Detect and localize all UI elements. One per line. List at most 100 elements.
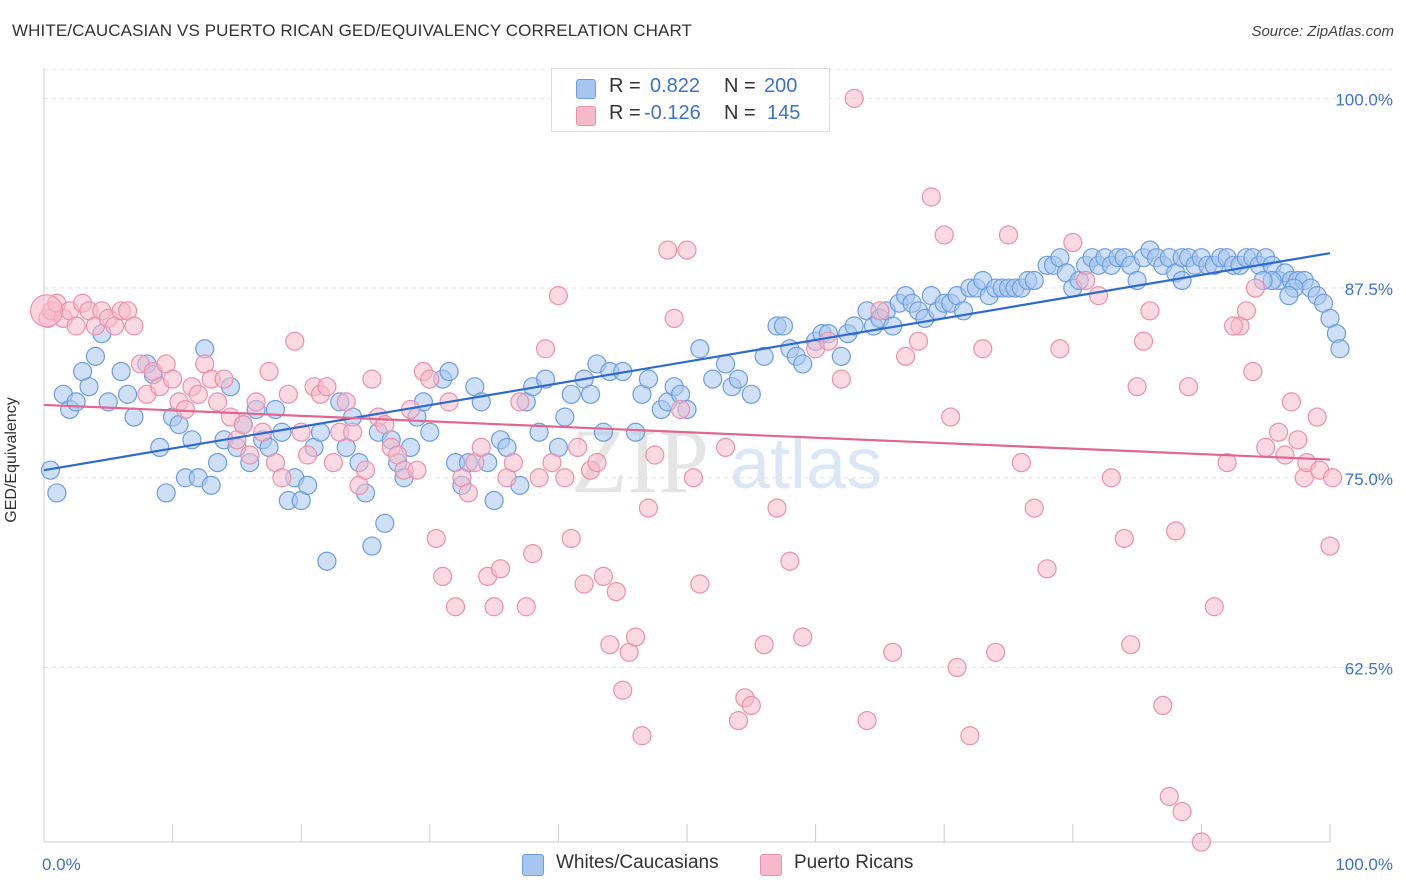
data-point	[1140, 301, 1160, 321]
legend-n-label: N =	[724, 75, 756, 97]
data-point	[285, 331, 305, 351]
data-point	[85, 346, 106, 366]
y-tick-label: 100.0%	[1335, 90, 1393, 109]
y-tick-label: 75.0%	[1345, 470, 1393, 489]
data-point	[1172, 802, 1192, 822]
data-point	[278, 384, 298, 404]
data-point	[548, 286, 569, 306]
trend-lines	[43, 252, 1331, 472]
legend-bottom-label-puerto-ricans: Puerto Ricans	[794, 852, 914, 873]
tick-labels: 100.0% 87.5% 75.0% 62.5% 0.0% 100.0%	[42, 90, 1393, 874]
data-point	[1307, 407, 1327, 427]
legend-stats: R = 0.822 N = 200 R = -0.126 N = 145	[551, 68, 830, 132]
data-point	[921, 187, 941, 207]
data-point	[529, 468, 549, 488]
data-point	[703, 369, 723, 389]
legend-r-label: R =	[609, 102, 641, 124]
data-point	[240, 445, 260, 465]
data-point	[188, 384, 208, 404]
data-point	[580, 384, 601, 404]
data-point	[1159, 786, 1179, 807]
data-point	[857, 710, 877, 731]
legend-r-label: R =	[609, 75, 641, 97]
data-point	[561, 528, 581, 549]
data-point	[1037, 559, 1057, 579]
data-point	[503, 452, 523, 473]
data-point	[246, 392, 266, 412]
data-point	[439, 361, 459, 382]
data-point	[1322, 468, 1343, 488]
data-point	[844, 88, 864, 108]
legend-bottom-label-whites: Whites/Caucasians	[556, 852, 719, 873]
data-point	[375, 513, 395, 533]
source-label: Source: ZipAtlas.com	[1251, 23, 1394, 40]
legend-swatch-whites	[576, 79, 596, 99]
data-point	[793, 354, 813, 374]
data-point	[317, 377, 337, 397]
data-point	[336, 392, 356, 412]
data-point	[986, 642, 1006, 662]
data-point	[960, 726, 980, 746]
data-point	[523, 544, 543, 564]
data-point	[1024, 498, 1044, 518]
data-point	[741, 695, 761, 716]
data-point	[535, 369, 556, 389]
data-point	[715, 437, 736, 458]
data-point	[433, 566, 453, 587]
data-point	[1236, 301, 1257, 321]
data-point	[175, 399, 196, 420]
axes	[43, 68, 1331, 843]
data-point	[1275, 445, 1295, 465]
data-point	[1121, 635, 1141, 655]
data-point	[934, 225, 954, 245]
data-point	[1288, 430, 1308, 450]
data-point	[908, 331, 929, 351]
data-point	[1011, 452, 1031, 473]
data-point	[1204, 597, 1224, 617]
trend-line	[43, 403, 1331, 461]
data-point	[728, 710, 749, 731]
data-point	[658, 240, 678, 260]
y-tick-label: 87.5%	[1345, 280, 1393, 299]
data-point	[664, 308, 684, 329]
data-point	[754, 346, 774, 366]
data-point	[998, 225, 1019, 245]
legend-r-value-whites: 0.822	[650, 75, 701, 97]
data-point	[683, 468, 704, 488]
data-point	[490, 559, 511, 579]
data-point	[343, 422, 363, 442]
data-point	[780, 551, 800, 571]
legend-row-puerto-ricans: R = -0.126 N = 145	[552, 102, 829, 128]
data-point	[233, 415, 253, 435]
data-point	[529, 422, 549, 442]
data-point	[767, 498, 787, 518]
data-point	[1268, 422, 1289, 442]
data-point	[1127, 377, 1147, 397]
data-point	[111, 361, 131, 382]
data-point	[593, 566, 614, 587]
data-point	[458, 483, 478, 503]
data-point	[593, 422, 614, 442]
y-tick-label: 62.5%	[1345, 659, 1393, 678]
data-point	[272, 468, 292, 488]
data-point	[973, 339, 993, 359]
data-point	[1063, 232, 1083, 253]
data-point	[208, 392, 228, 412]
data-point	[555, 468, 575, 488]
legend-n-value-whites: 200	[764, 75, 798, 97]
data-point	[1133, 331, 1154, 351]
data-point	[1088, 286, 1109, 306]
legend-swatch-puerto-ricans	[576, 106, 596, 126]
data-point	[163, 369, 183, 389]
x-tick-label: 0.0%	[42, 855, 81, 874]
data-point	[677, 240, 697, 260]
legend-r-value-puerto-ricans: -0.126	[644, 102, 701, 124]
data-point	[715, 354, 736, 374]
data-point	[1191, 832, 1212, 852]
legend-bottom-swatch-puerto-ricans	[760, 854, 782, 876]
trend-line	[43, 252, 1331, 472]
data-point	[117, 384, 138, 404]
data-point	[1330, 339, 1350, 359]
data-point	[754, 635, 774, 655]
data-point	[259, 361, 279, 382]
